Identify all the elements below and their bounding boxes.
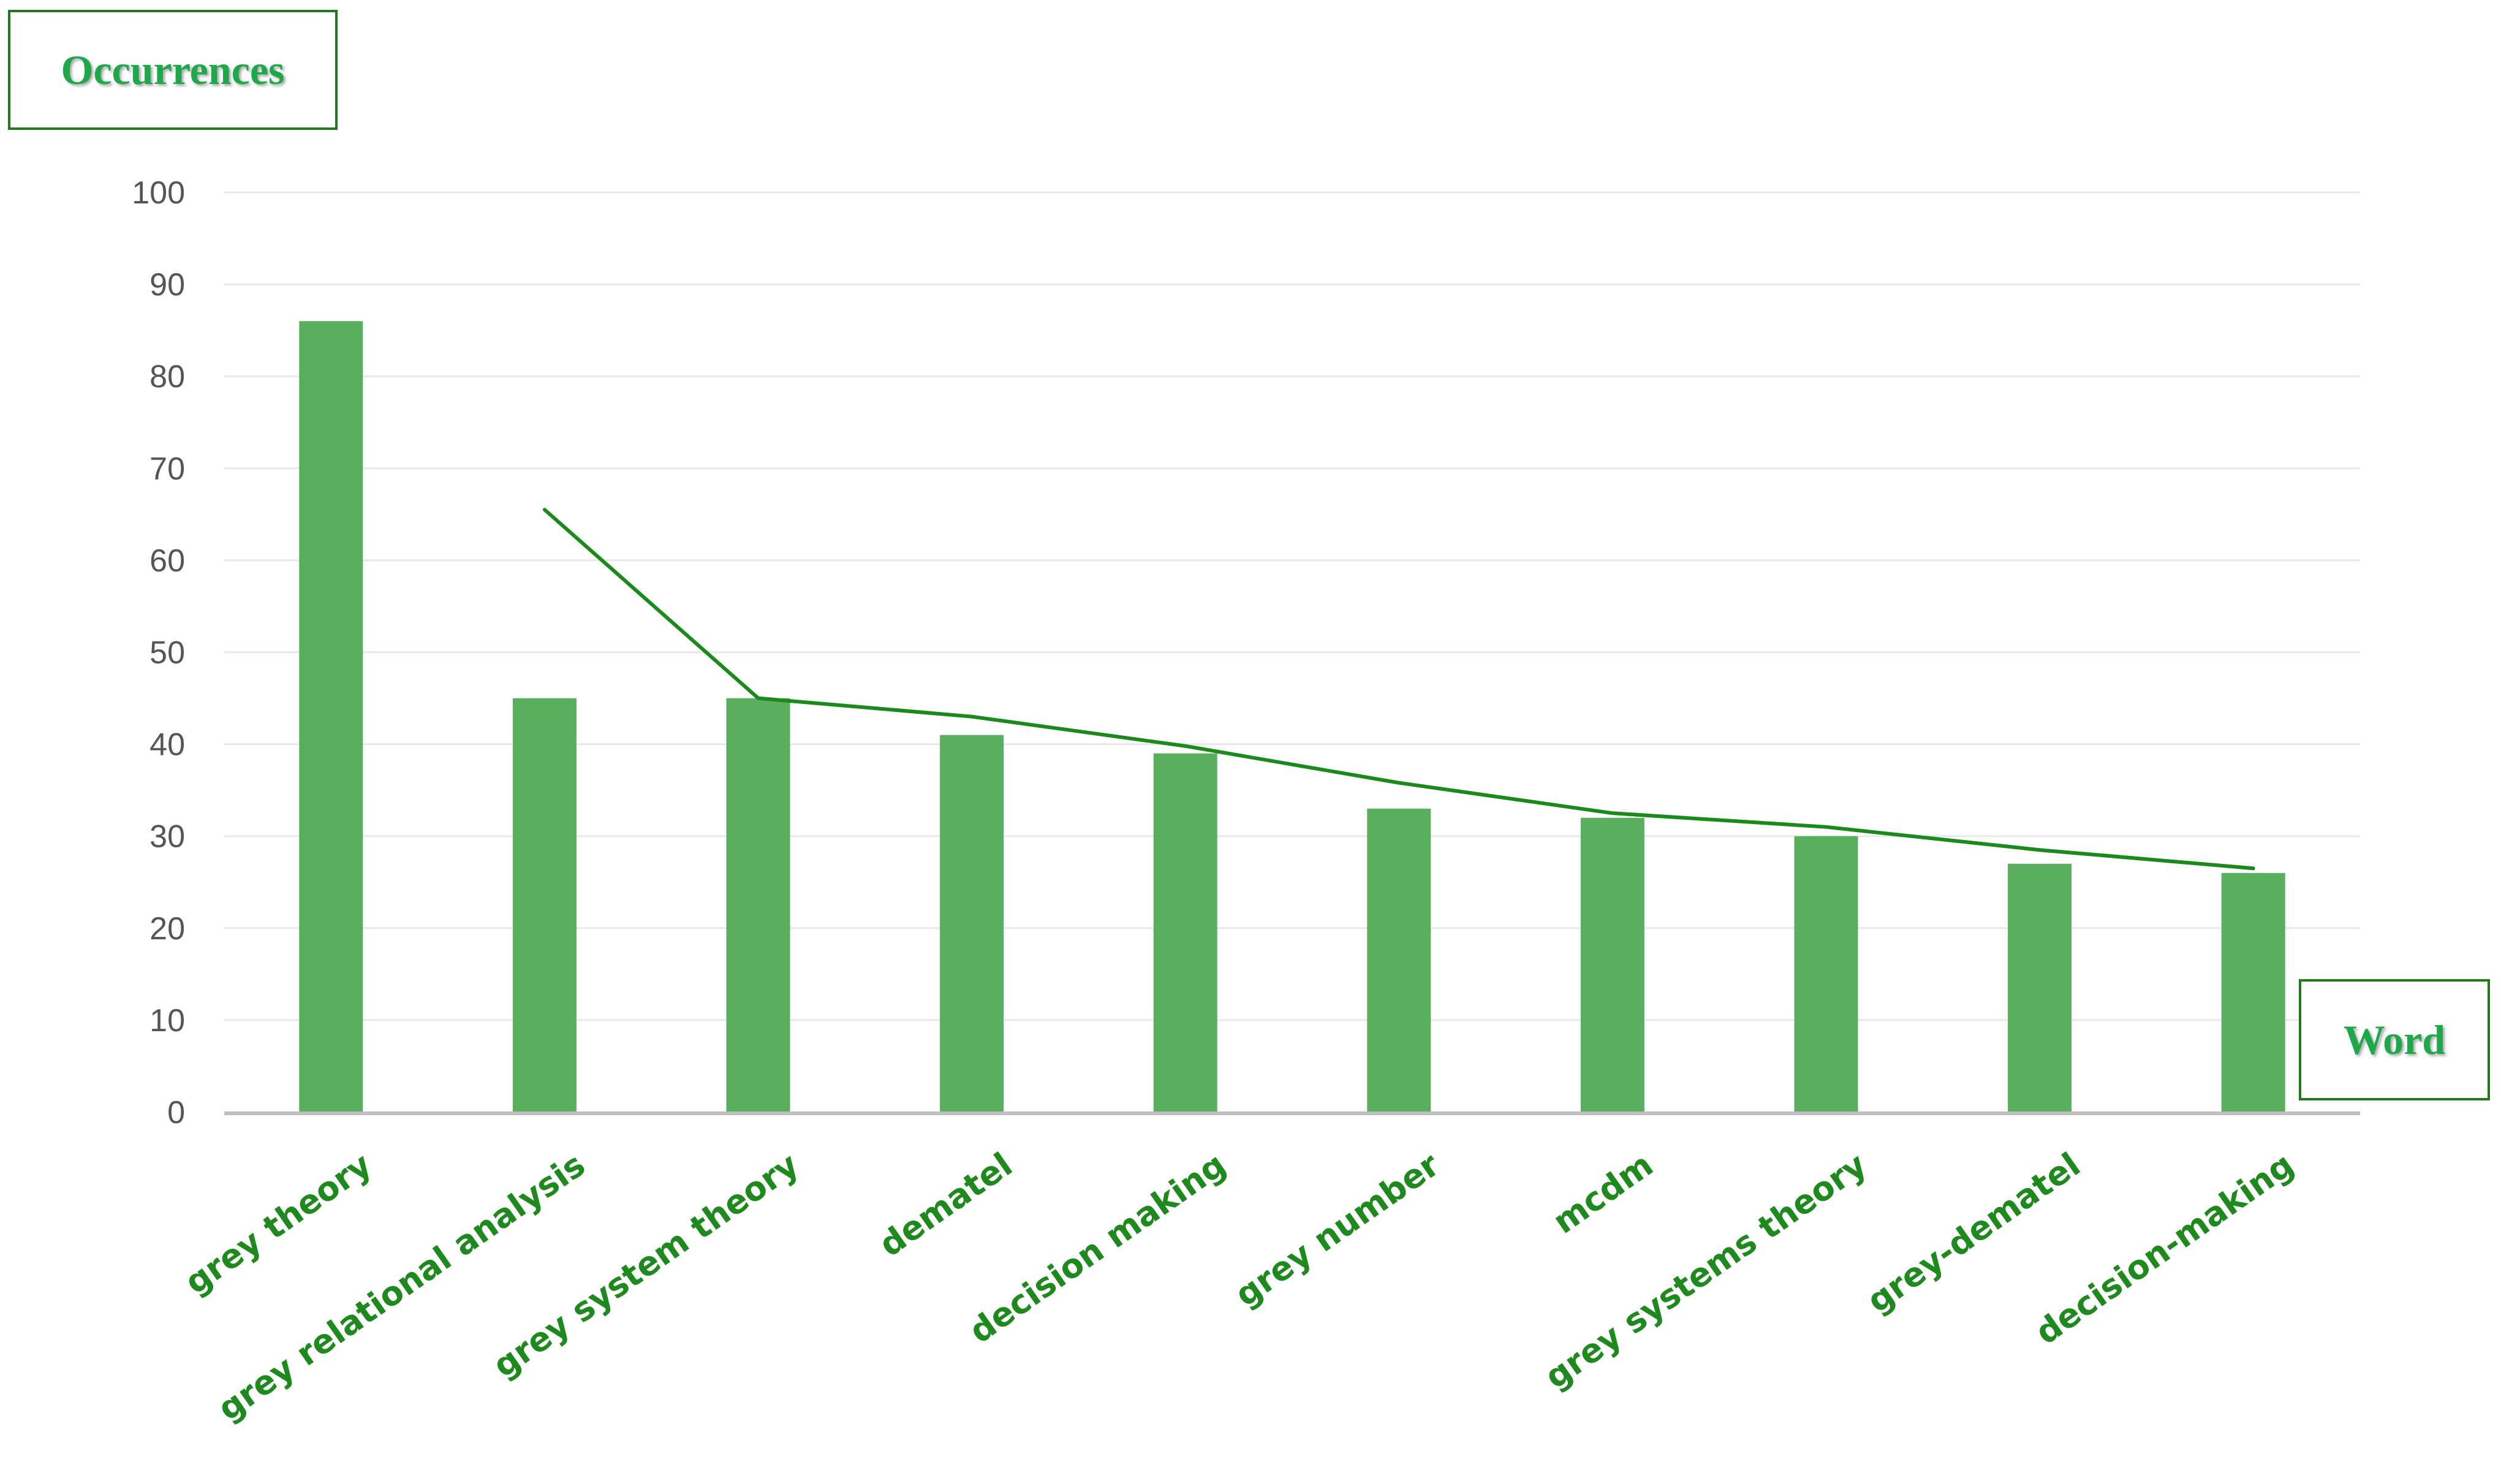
y-tick-label: 30 (149, 819, 185, 855)
bar (1580, 817, 1644, 1112)
y-tick-label: 0 (167, 1095, 185, 1130)
gridlines (224, 191, 2360, 1021)
bar (940, 735, 1004, 1112)
y-axis-title-box: Occurrences (8, 10, 338, 130)
y-tick-label: 90 (149, 267, 185, 303)
y-axis-title: Occurrences (61, 46, 285, 93)
y-tick-label: 80 (149, 359, 185, 395)
y-tick-label: 50 (149, 635, 185, 671)
y-tick-label: 100 (132, 175, 185, 211)
y-tick-label: 10 (149, 1003, 185, 1039)
y-tick-label: 70 (149, 451, 185, 486)
y-axis-ticks: 0 10 20 30 40 50 60 70 80 90 100 (132, 175, 185, 1130)
bars (299, 321, 2285, 1112)
y-tick-label: 20 (149, 911, 185, 947)
bar (299, 321, 363, 1112)
bar (1153, 753, 1217, 1112)
y-tick-label: 40 (149, 727, 185, 763)
trend-line-layer (542, 507, 2255, 871)
x-axis-title-box: Word (2299, 979, 2490, 1100)
x-tick-label: mcdm (1546, 1145, 1660, 1241)
x-tick-label: grey relational analysis (211, 1145, 592, 1428)
bar (1794, 836, 1858, 1112)
bar (1367, 808, 1431, 1112)
x-axis-title: Word (2343, 1016, 2446, 1063)
trend-line (542, 507, 2255, 871)
x-tick-label: grey number (1228, 1145, 1447, 1314)
bar (512, 698, 577, 1112)
x-tick-label: grey-dematel (1860, 1145, 2087, 1320)
bar (2008, 863, 2072, 1112)
bar (2221, 873, 2285, 1112)
y-tick-label: 60 (149, 543, 185, 578)
x-tick-label: dematel (872, 1145, 1020, 1264)
bar (726, 698, 790, 1112)
x-tick-label: grey theory (178, 1145, 379, 1302)
